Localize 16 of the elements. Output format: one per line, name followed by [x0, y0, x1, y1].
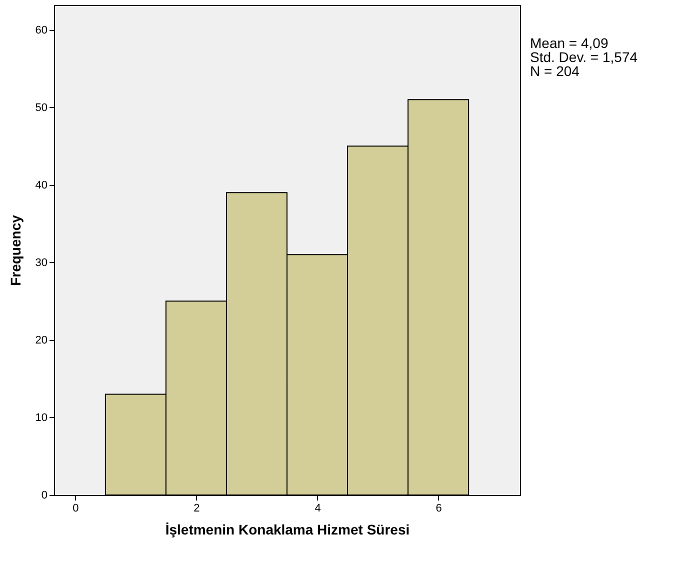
y-tick-label: 60 [35, 24, 48, 36]
x-tick-label: 0 [72, 502, 79, 514]
y-tick-label: 20 [35, 334, 48, 346]
y-tick-label: 0 [41, 490, 48, 502]
y-tick-label: 40 [35, 179, 48, 192]
y-tick-label: 10 [35, 412, 48, 424]
text: N = 204 [530, 63, 580, 79]
x-tick-label: 6 [436, 502, 442, 514]
text: Mean = 4,09 [530, 35, 608, 51]
x-tick-label: 2 [194, 502, 200, 514]
text: Std. Dev. = 1,574 [530, 49, 638, 65]
x-tick-label: 4 [314, 502, 321, 514]
y-tick-label: 50 [35, 102, 48, 114]
y-axis-title: Frequency [7, 214, 24, 286]
y-tick-label: 30 [35, 256, 48, 269]
x-axis-title: İşletmenin Konaklama Hizmet Süresi [165, 522, 410, 538]
